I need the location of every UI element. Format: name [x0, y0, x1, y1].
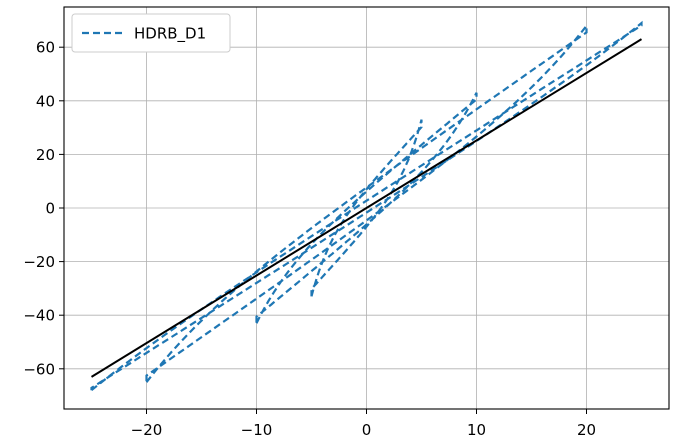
y-tick-label: 20 — [36, 146, 55, 164]
y-tick-label: 40 — [36, 92, 55, 110]
y-tick-label: −40 — [23, 307, 55, 325]
y-tick-label: 0 — [45, 200, 55, 218]
x-tick-label: 20 — [577, 421, 596, 439]
x-tick-label: −20 — [131, 421, 163, 439]
hysteresis-series-line — [90, 20, 643, 392]
legend-box — [71, 13, 231, 53]
plot-content — [90, 20, 643, 392]
reference-line — [90, 38, 643, 378]
legend: HDRB_D1 — [71, 13, 231, 53]
x-tick-label: −10 — [241, 421, 273, 439]
x-tick-label: 10 — [467, 421, 486, 439]
axis-ticks: −20 −10 0 10 20 −60 −40 −20 0 20 40 60 — [23, 39, 596, 439]
y-tick-label: −60 — [23, 360, 55, 378]
x-tick-label: 0 — [362, 421, 372, 439]
legend-label: HDRB_D1 — [134, 25, 206, 44]
y-tick-label: −20 — [23, 253, 55, 271]
y-tick-label: 60 — [36, 39, 55, 57]
